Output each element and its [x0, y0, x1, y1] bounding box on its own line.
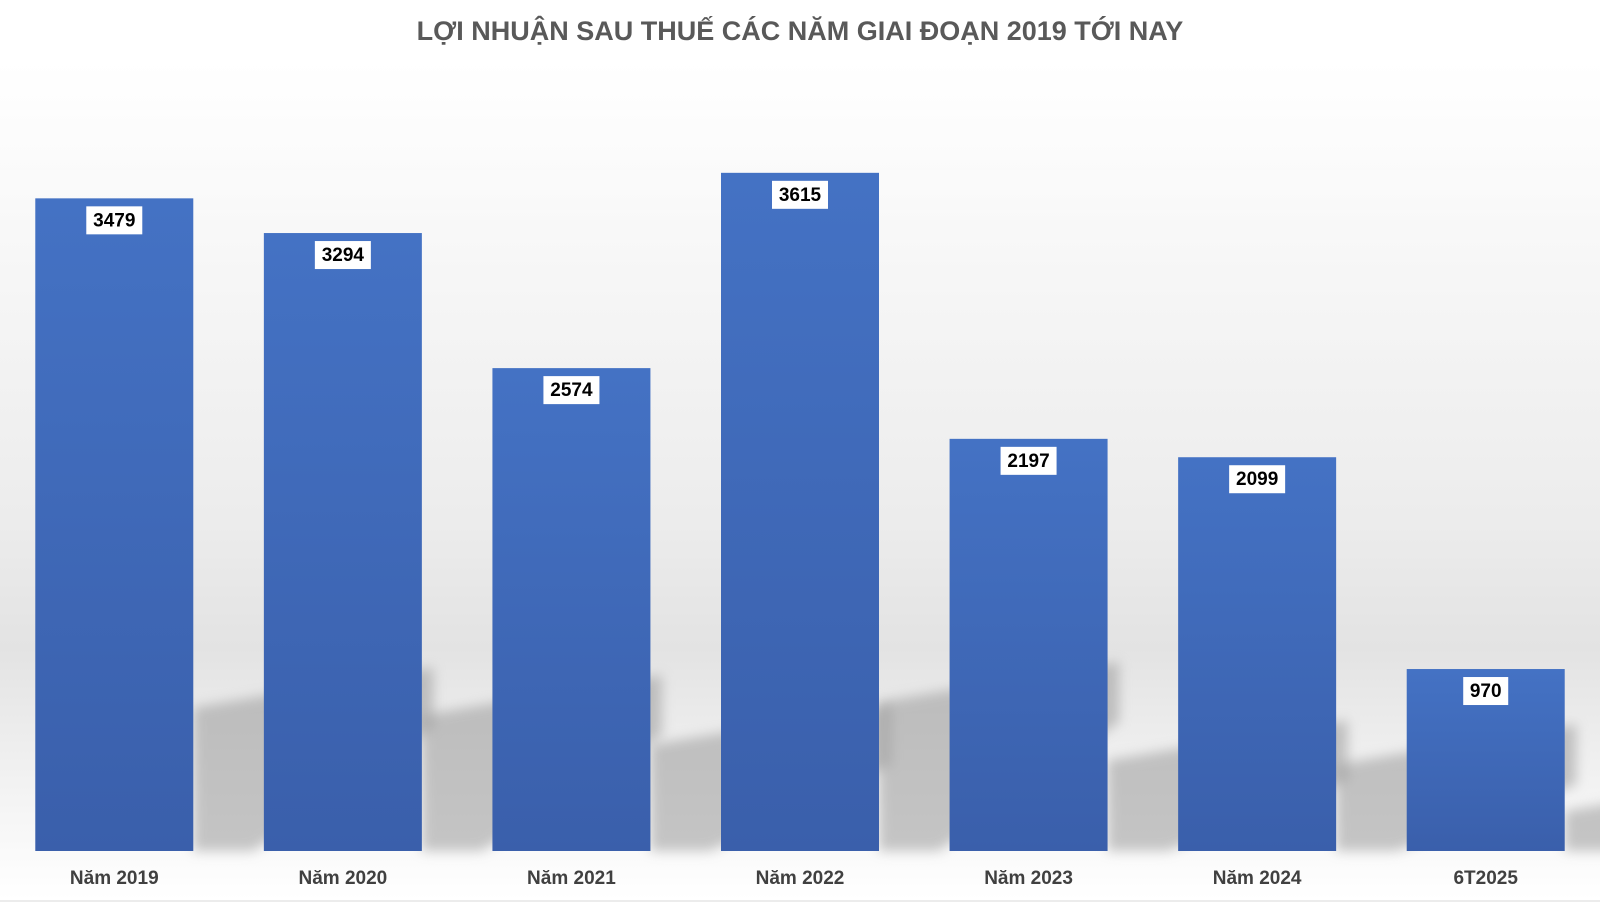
x-tick-label: Năm 2023	[984, 868, 1073, 889]
data-label-box	[314, 241, 371, 270]
data-label: 3615	[779, 185, 822, 206]
data-labels: 3479 3294 2574 3615 2197 2099 970	[86, 180, 1509, 706]
bar	[35, 198, 194, 851]
bar-shadow	[1564, 805, 1600, 851]
data-label-box	[772, 180, 828, 209]
data-label-box	[86, 206, 143, 235]
x-tick-label: 6T2025	[1453, 868, 1518, 889]
bar	[492, 368, 651, 851]
bar	[1178, 457, 1337, 851]
bar	[949, 438, 1108, 851]
data-label: 2099	[1236, 469, 1278, 490]
x-tick-label: Năm 2022	[756, 868, 845, 889]
data-label: 2574	[550, 380, 593, 401]
data-label-box	[1229, 465, 1286, 494]
chart-title: LỢI NHUẬN SAU THUẾ CÁC NĂM GIAI ĐOẠN 201…	[417, 15, 1184, 46]
data-label: 3294	[322, 245, 365, 266]
x-tick-label: Năm 2020	[298, 868, 387, 889]
bar	[263, 233, 422, 851]
bars	[35, 172, 1565, 852]
x-tick-label: Năm 2019	[70, 868, 159, 889]
bar	[721, 172, 879, 852]
data-label: 3479	[93, 210, 135, 231]
data-label: 970	[1470, 681, 1502, 702]
data-label-box	[1000, 446, 1057, 475]
data-label-box	[543, 376, 600, 405]
data-label-box	[1463, 677, 1509, 706]
x-tick-label: Năm 2021	[527, 868, 616, 889]
data-label: 2197	[1007, 451, 1049, 472]
x-tick-label: Năm 2024	[1213, 868, 1302, 889]
x-tick-labels: Năm 2019 Năm 2020 Năm 2021 Năm 2022 Năm 2023…	[70, 868, 1518, 889]
